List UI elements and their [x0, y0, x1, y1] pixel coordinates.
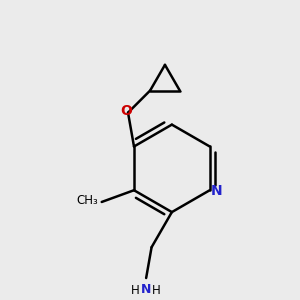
- Text: N: N: [141, 283, 151, 296]
- Text: CH₃: CH₃: [76, 194, 98, 207]
- Text: N: N: [211, 184, 222, 198]
- Text: O: O: [121, 104, 132, 118]
- Text: H: H: [152, 284, 161, 297]
- Text: H: H: [131, 284, 140, 297]
